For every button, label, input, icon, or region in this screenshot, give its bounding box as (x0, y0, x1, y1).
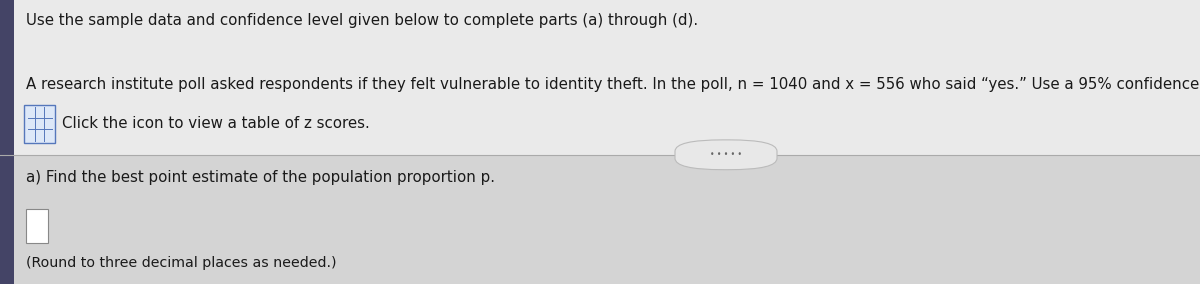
Text: a) Find the best point estimate of the population proportion p.: a) Find the best point estimate of the p… (26, 170, 496, 185)
Text: • • • • •: • • • • • (710, 150, 742, 159)
FancyBboxPatch shape (24, 105, 55, 143)
Text: Use the sample data and confidence level given below to complete parts (a) throu: Use the sample data and confidence level… (26, 13, 698, 28)
FancyBboxPatch shape (674, 140, 778, 170)
Bar (0, 155, 1200, 284)
Bar (26, 209, 48, 243)
Text: Click the icon to view a table of z scores.: Click the icon to view a table of z scor… (62, 116, 370, 131)
Text: A research institute poll asked respondents if they felt vulnerable to identity : A research institute poll asked responde… (26, 77, 1200, 92)
Text: (Round to three decimal places as needed.): (Round to three decimal places as needed… (26, 256, 337, 270)
Bar (0, 0, 1200, 155)
Bar (0, 0, 14, 284)
